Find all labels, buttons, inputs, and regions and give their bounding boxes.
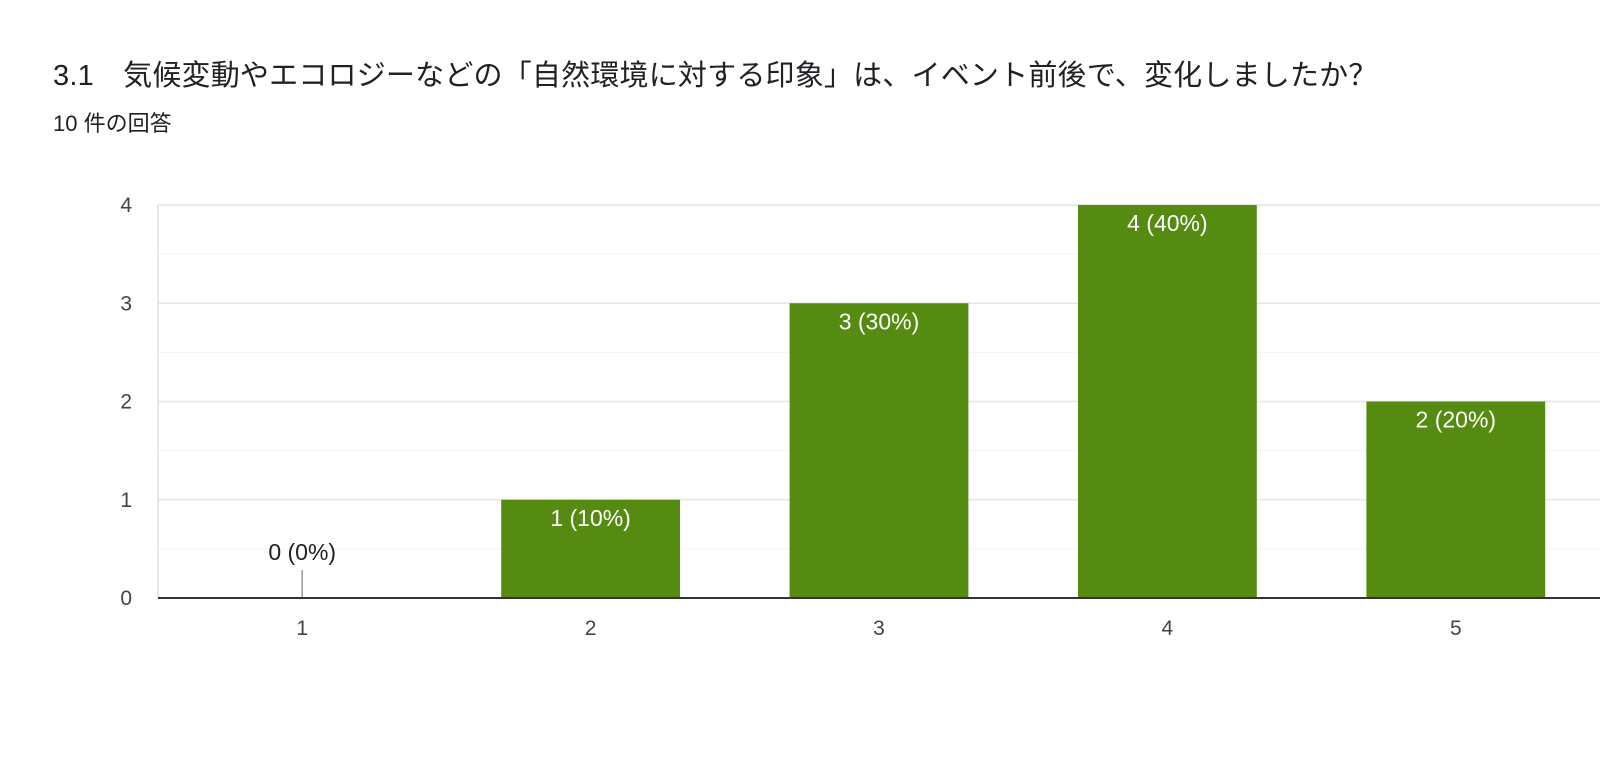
- y-tick-label: 3: [120, 292, 132, 315]
- y-tick-label: 2: [120, 391, 132, 414]
- y-tick-label: 4: [120, 194, 132, 217]
- x-tick-label: 4: [1162, 617, 1174, 640]
- x-tick-label: 1: [296, 617, 308, 640]
- y-tick-label: 1: [120, 489, 132, 512]
- bar-2: [501, 499, 681, 598]
- chart-title: 3.1 気候変動やエコロジーなどの「自然環境に対する印象」は、イベント前後で、変…: [53, 60, 1378, 92]
- response-count: 10 件の回答: [53, 111, 172, 136]
- y-tick-label: 0: [120, 587, 132, 610]
- bar-3: [789, 303, 969, 598]
- data-label-4: 4 (40%): [1127, 210, 1208, 236]
- bar-4: [1077, 205, 1257, 598]
- x-tick-label: 3: [873, 617, 885, 640]
- data-label-5: 2 (20%): [1416, 407, 1497, 433]
- x-tick-label: 5: [1450, 617, 1462, 640]
- x-tick-label: 2: [585, 617, 597, 640]
- data-label-2: 1 (10%): [550, 505, 631, 531]
- data-label-1: 0 (0%): [268, 539, 336, 565]
- bar-5: [1366, 401, 1546, 598]
- data-label-3: 3 (30%): [839, 308, 920, 334]
